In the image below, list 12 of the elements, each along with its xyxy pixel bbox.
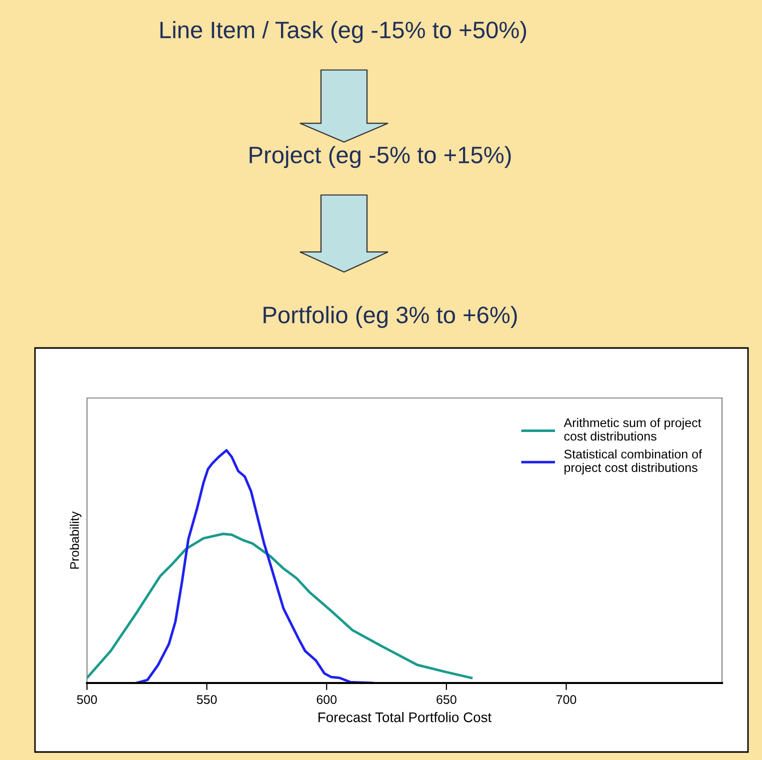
x-tick-label: 500: [77, 695, 97, 704]
text: Project (eg -5% to +15%): [250, 146, 511, 168]
legend-label: Statistical combination of project cost distributions: [564, 449, 702, 474]
y-axis-title: Probability: [70, 511, 82, 569]
x-tick-label: 600: [316, 695, 337, 704]
text: Portfolio (eg 3% to +6%): [264, 306, 517, 328]
x-tick-label: 550: [196, 695, 217, 704]
chart-title: Line Item / Task (eg -15% to +50%): [160, 20, 526, 44]
x-tick-label: 650: [436, 695, 456, 704]
x-tick-label: 700: [556, 695, 576, 704]
legend-label: Arithmetic sum of project cost distributions: [564, 418, 702, 441]
x-axis-title: Forecast Total Portfolio Cost: [318, 712, 492, 722]
